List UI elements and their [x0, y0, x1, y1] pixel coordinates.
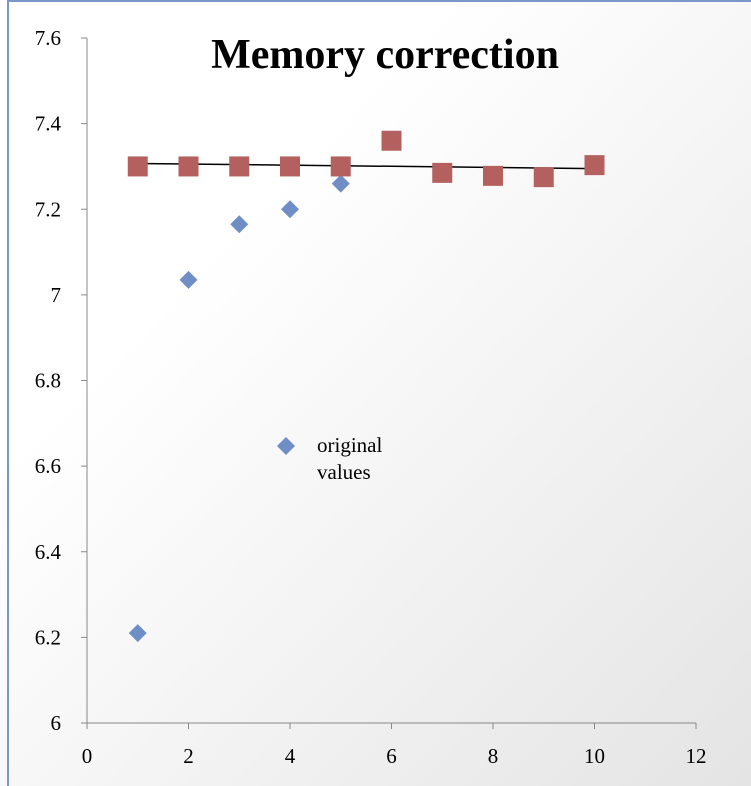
x-tick-label: 12 [686, 744, 707, 768]
point [229, 156, 250, 177]
legend-symbol [277, 437, 295, 455]
point [584, 155, 605, 176]
point [178, 156, 199, 177]
trendline [137, 162, 595, 170]
x-tick-label: 6 [386, 744, 397, 768]
point [281, 200, 299, 219]
point [230, 215, 249, 234]
x-tick-label: 10 [584, 744, 605, 768]
x-tick-label: 8 [488, 744, 499, 768]
x-tick-label: 0 [82, 744, 93, 768]
point [330, 156, 351, 177]
point [483, 165, 503, 186]
point [128, 624, 147, 643]
y-tick-label: 6.2 [35, 625, 61, 649]
y-tick-label: 7.2 [35, 197, 61, 221]
y-tick-label: 6.6 [35, 454, 61, 478]
point [280, 156, 300, 177]
point [127, 156, 148, 177]
legend-label: original values [317, 433, 383, 484]
y-tick-label: 6 [51, 711, 62, 735]
point [179, 270, 198, 289]
point [331, 174, 350, 193]
x-tick-label: 4 [285, 744, 296, 768]
y-tick-label: 7.4 [35, 112, 62, 136]
point [381, 130, 402, 151]
chart-title: Memory correction [211, 32, 559, 78]
y-tick-label: 7.6 [35, 26, 61, 50]
y-tick-label: 6.8 [35, 369, 61, 393]
y-tick-label: 6.4 [35, 540, 62, 564]
x-tick-label: 2 [183, 744, 194, 768]
point [533, 167, 554, 188]
y-tick-label: 7 [51, 283, 62, 307]
point [432, 162, 453, 183]
